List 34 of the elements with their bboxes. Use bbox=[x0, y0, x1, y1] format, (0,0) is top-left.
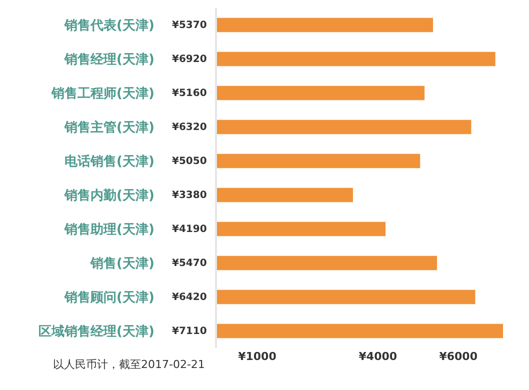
data-label: ¥5050 bbox=[172, 156, 207, 167]
bar bbox=[217, 52, 496, 66]
data-label: ¥5370 bbox=[172, 20, 207, 31]
y-tick-label: 销售助理(天津) bbox=[64, 222, 154, 238]
bar bbox=[217, 188, 353, 202]
y-tick-label: 销售(天津) bbox=[90, 256, 154, 272]
data-label: ¥6920 bbox=[172, 54, 207, 65]
y-tick-label: 销售工程师(天津) bbox=[50, 86, 154, 102]
data-label: ¥5160 bbox=[172, 88, 207, 99]
data-label: ¥6320 bbox=[172, 122, 207, 133]
bar bbox=[217, 18, 434, 32]
bar bbox=[217, 290, 476, 304]
x-tick-label: ¥1000 bbox=[238, 350, 277, 363]
bar bbox=[217, 324, 503, 338]
data-label: ¥5470 bbox=[172, 258, 207, 269]
bar bbox=[217, 120, 472, 134]
y-tick-label: 销售主管(天津) bbox=[64, 120, 154, 136]
bar bbox=[217, 222, 386, 236]
x-tick-label: ¥6000 bbox=[439, 350, 478, 363]
data-label: ¥6420 bbox=[172, 292, 207, 303]
y-tick-label: 电话销售(天津) bbox=[64, 154, 154, 170]
y-tick-label: 区域销售经理(天津) bbox=[38, 324, 154, 340]
data-label: ¥7110 bbox=[172, 326, 207, 337]
text: 以人民币计，截至2017-02-21 bbox=[53, 358, 205, 371]
data-label: ¥3380 bbox=[172, 190, 207, 201]
y-tick-label: 销售顾问(天津) bbox=[64, 290, 154, 306]
bar bbox=[217, 154, 420, 168]
y-tick-label: 销售代表(天津) bbox=[64, 18, 154, 34]
x-tick-label: ¥4000 bbox=[358, 350, 398, 363]
bar bbox=[217, 86, 425, 100]
y-tick-label: 销售内勤(天津) bbox=[64, 188, 154, 204]
y-tick-label: 销售经理(天津) bbox=[64, 52, 154, 68]
bar bbox=[217, 256, 438, 270]
data-label: ¥4190 bbox=[172, 224, 207, 235]
